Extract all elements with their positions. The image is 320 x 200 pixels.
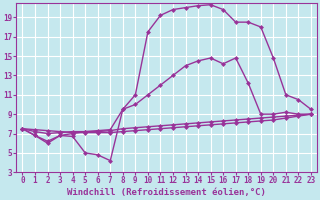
X-axis label: Windchill (Refroidissement éolien,°C): Windchill (Refroidissement éolien,°C) — [67, 188, 266, 197]
